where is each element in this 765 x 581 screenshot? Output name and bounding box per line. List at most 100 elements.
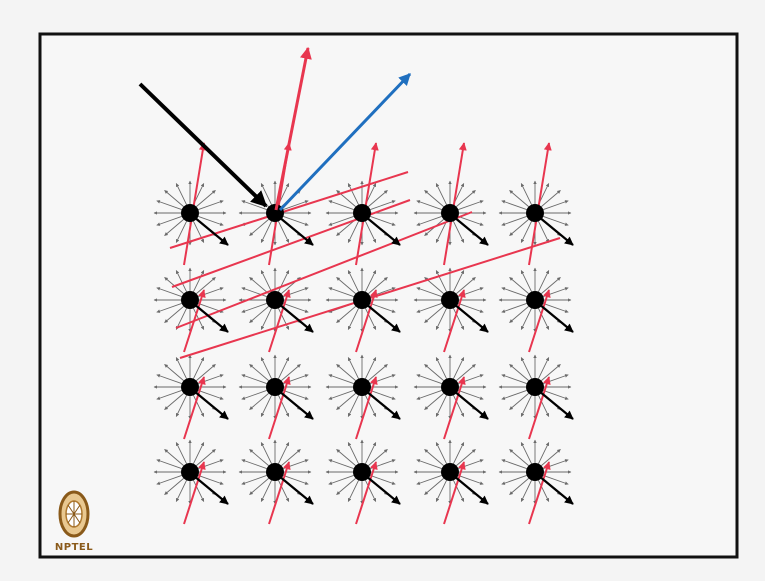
atom-dot bbox=[441, 463, 459, 481]
atom-dot bbox=[266, 378, 284, 396]
scatter-arrow bbox=[509, 449, 529, 466]
scatter-arrow bbox=[424, 449, 444, 466]
diffracted-arrows bbox=[183, 142, 552, 525]
scatter-arrow bbox=[336, 478, 356, 495]
scatter-arrow bbox=[453, 308, 465, 330]
incident-beam-arrow bbox=[138, 82, 268, 208]
scatter-arrow bbox=[520, 183, 532, 205]
scatter-arrow bbox=[370, 303, 396, 313]
nptel-logo: NPTEL bbox=[44, 486, 104, 560]
scatter-arrow bbox=[424, 306, 444, 323]
transmitted-arrow bbox=[365, 390, 401, 420]
scatter-arrow bbox=[365, 395, 377, 417]
scatter-arrow bbox=[328, 200, 354, 210]
scatter-arrow bbox=[328, 475, 354, 485]
scatter-arrow bbox=[416, 390, 442, 400]
scatter-arrow bbox=[278, 480, 290, 502]
transmitted-arrow bbox=[278, 475, 314, 505]
atom-dot bbox=[441, 378, 459, 396]
scatter-arrow bbox=[347, 183, 359, 205]
scatter-arrow bbox=[424, 190, 444, 207]
scatter-arrow bbox=[198, 475, 224, 485]
atom-dot bbox=[181, 291, 199, 309]
transmitted-arrow bbox=[193, 216, 229, 246]
scatter-arrow bbox=[260, 221, 272, 243]
scatter-arrow bbox=[538, 480, 550, 502]
scatter-arrow bbox=[435, 270, 447, 292]
scatter-arrow bbox=[241, 303, 267, 313]
scatter-arrow bbox=[241, 475, 267, 485]
scatter-arrow bbox=[509, 478, 529, 495]
scatter-arrow bbox=[509, 219, 529, 236]
diffracted-arrow bbox=[268, 376, 291, 440]
scatter-arrow bbox=[538, 308, 550, 330]
scatter-arrow bbox=[156, 475, 182, 485]
scatter-arrow bbox=[365, 308, 377, 330]
scatter-arrow bbox=[520, 270, 532, 292]
scatter-arrow bbox=[501, 216, 527, 226]
scatter-arrow bbox=[416, 200, 442, 210]
scatter-arrow bbox=[175, 395, 187, 417]
scatter-arrow bbox=[249, 449, 269, 466]
scatter-arrow bbox=[424, 478, 444, 495]
scatter-arrow bbox=[424, 364, 444, 381]
scatter-arrow bbox=[456, 190, 476, 207]
scatter-arrow bbox=[509, 190, 529, 207]
scatter-arrow bbox=[193, 480, 205, 502]
scatter-arrow bbox=[501, 459, 527, 469]
diffracted-arrow bbox=[183, 289, 206, 353]
scatter-arrow bbox=[416, 216, 442, 226]
diffracted-arrow bbox=[528, 289, 551, 353]
scatter-arrow bbox=[365, 270, 377, 292]
scatter-arrow bbox=[347, 480, 359, 502]
transmitted-arrow bbox=[538, 475, 574, 505]
scatter-arrow bbox=[249, 364, 269, 381]
scatter-arrow bbox=[458, 200, 484, 210]
scatter-arrow bbox=[328, 216, 354, 226]
atom-dot bbox=[441, 291, 459, 309]
scatter-arrow bbox=[416, 303, 442, 313]
scatter-arrow bbox=[435, 480, 447, 502]
diffracted-arrow bbox=[268, 289, 291, 353]
scatter-arrow bbox=[416, 459, 442, 469]
scatter-arrow bbox=[365, 480, 377, 502]
scatter-arrow bbox=[193, 221, 205, 243]
transmitted-arrow bbox=[453, 303, 489, 333]
scatter-arrow bbox=[501, 287, 527, 297]
transmitted-arrow bbox=[453, 390, 489, 420]
scatter-arrow bbox=[193, 357, 205, 379]
logo-text: NPTEL bbox=[54, 542, 94, 553]
scatter-arrow bbox=[283, 475, 309, 485]
scatter-arrow bbox=[196, 190, 216, 207]
transmitted-arrow bbox=[278, 216, 314, 246]
scatter-arrow bbox=[543, 216, 569, 226]
scatter-arrow bbox=[241, 374, 267, 384]
scatter-arrow bbox=[543, 475, 569, 485]
scatter-arrow bbox=[347, 395, 359, 417]
scatter-arrow bbox=[283, 200, 309, 210]
scatter-arrow bbox=[193, 270, 205, 292]
transmitted-arrow bbox=[193, 303, 229, 333]
scatter-arrow bbox=[336, 306, 356, 323]
scatter-arrow bbox=[424, 393, 444, 410]
scatter-arrow bbox=[164, 219, 184, 236]
transmitted-arrow bbox=[278, 390, 314, 420]
scatter-arrow bbox=[156, 200, 182, 210]
diffracted-arrow bbox=[183, 376, 206, 440]
scatter-arrow bbox=[260, 270, 272, 292]
transmitted-arrow bbox=[278, 303, 314, 333]
scatter-arrow bbox=[249, 478, 269, 495]
scatter-arrow bbox=[336, 364, 356, 381]
diffracted-arrow bbox=[443, 376, 466, 440]
scatter-arrow bbox=[416, 475, 442, 485]
atom-dot bbox=[353, 378, 371, 396]
transmitted-arrow bbox=[453, 475, 489, 505]
scatter-arrow bbox=[336, 393, 356, 410]
scatter-arrow bbox=[435, 357, 447, 379]
atom-dot bbox=[526, 378, 544, 396]
atom-dot bbox=[181, 204, 199, 222]
scatter-arrow bbox=[164, 449, 184, 466]
scatter-arrow bbox=[328, 390, 354, 400]
scatter-arrow bbox=[175, 357, 187, 379]
diffracted-arrow bbox=[443, 142, 467, 266]
